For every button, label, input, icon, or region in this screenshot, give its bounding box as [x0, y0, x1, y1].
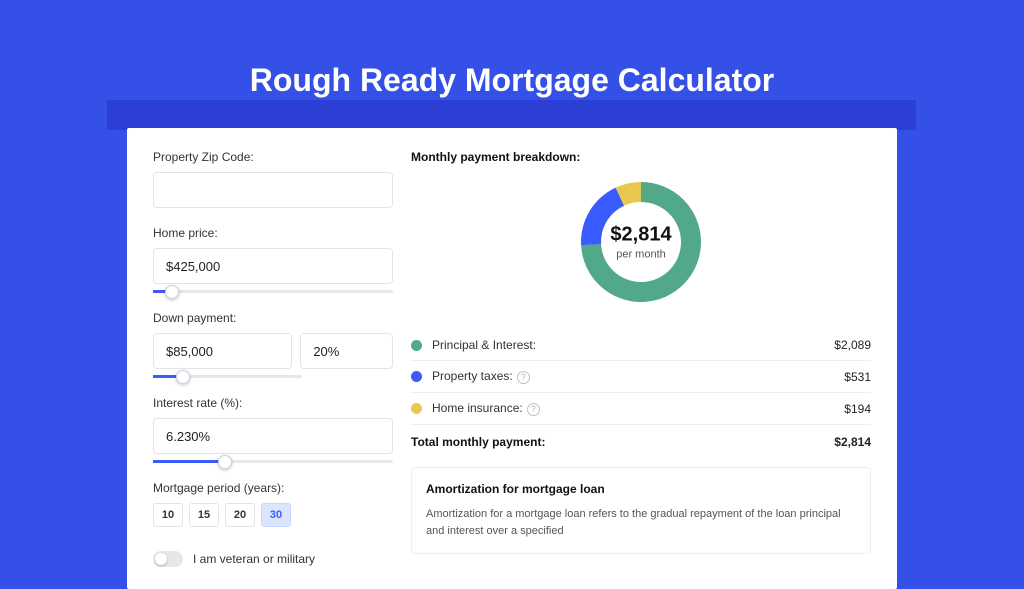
home-price-field: Home price:: [153, 226, 393, 284]
veteran-toggle[interactable]: [153, 551, 183, 567]
interest-label: Interest rate (%):: [153, 396, 393, 410]
legend-dot: [411, 371, 422, 382]
breakdown-panel: Monthly payment breakdown: $2,814 per mo…: [411, 150, 871, 567]
legend-dot: [411, 340, 422, 351]
amortization-card: Amortization for mortgage loan Amortizat…: [411, 467, 871, 554]
breakdown-title: Monthly payment breakdown:: [411, 150, 871, 164]
home-price-input[interactable]: [153, 248, 393, 284]
page-title: Rough Ready Mortgage Calculator: [0, 62, 1024, 99]
legend: Principal & Interest:$2,089Property taxe…: [411, 330, 871, 424]
down-payment-field: Down payment:: [153, 311, 393, 369]
legend-label: Property taxes:?: [432, 369, 844, 384]
veteran-toggle-row: I am veteran or military: [153, 551, 393, 567]
legend-row: Property taxes:?$531: [411, 360, 871, 392]
interest-input[interactable]: [153, 418, 393, 454]
home-price-label: Home price:: [153, 226, 393, 240]
legend-value: $531: [844, 370, 871, 384]
total-label: Total monthly payment:: [411, 435, 834, 449]
interest-field: Interest rate (%):: [153, 396, 393, 454]
period-option-20[interactable]: 20: [225, 503, 255, 527]
period-label: Mortgage period (years):: [153, 481, 393, 495]
legend-value: $2,089: [834, 338, 871, 352]
legend-dot: [411, 403, 422, 414]
zip-input[interactable]: [153, 172, 393, 208]
down-payment-slider[interactable]: [153, 375, 302, 378]
down-payment-pct-input[interactable]: [300, 333, 393, 369]
period-option-10[interactable]: 10: [153, 503, 183, 527]
info-icon[interactable]: ?: [517, 371, 530, 384]
calculator-card: Property Zip Code: Home price: Down paym…: [127, 128, 897, 589]
legend-label: Principal & Interest:: [432, 338, 834, 352]
info-icon[interactable]: ?: [527, 403, 540, 416]
period-option-15[interactable]: 15: [189, 503, 219, 527]
slider-thumb[interactable]: [165, 285, 179, 299]
legend-label: Home insurance:?: [432, 401, 844, 416]
donut-subtext: per month: [610, 249, 671, 261]
donut-amount: $2,814: [610, 224, 671, 247]
home-price-slider[interactable]: [153, 290, 393, 293]
veteran-label: I am veteran or military: [193, 552, 315, 566]
legend-row: Principal & Interest:$2,089: [411, 330, 871, 360]
header-strip: [107, 100, 916, 130]
total-row: Total monthly payment: $2,814: [411, 425, 871, 449]
total-value: $2,814: [834, 435, 871, 449]
legend-value: $194: [844, 402, 871, 416]
legend-row: Home insurance:?$194: [411, 392, 871, 424]
down-payment-label: Down payment:: [153, 311, 393, 325]
period-field: Mortgage period (years): 10152030: [153, 481, 393, 527]
period-option-30[interactable]: 30: [261, 503, 291, 527]
interest-slider[interactable]: [153, 460, 393, 463]
zip-field: Property Zip Code:: [153, 150, 393, 208]
zip-label: Property Zip Code:: [153, 150, 393, 164]
slider-thumb[interactable]: [176, 370, 190, 384]
down-payment-amount-input[interactable]: [153, 333, 292, 369]
amortization-title: Amortization for mortgage loan: [426, 482, 856, 496]
slider-thumb[interactable]: [218, 455, 232, 469]
amortization-text: Amortization for a mortgage loan refers …: [426, 506, 856, 539]
donut-chart: $2,814 per month: [411, 178, 871, 306]
form-panel: Property Zip Code: Home price: Down paym…: [153, 150, 393, 567]
